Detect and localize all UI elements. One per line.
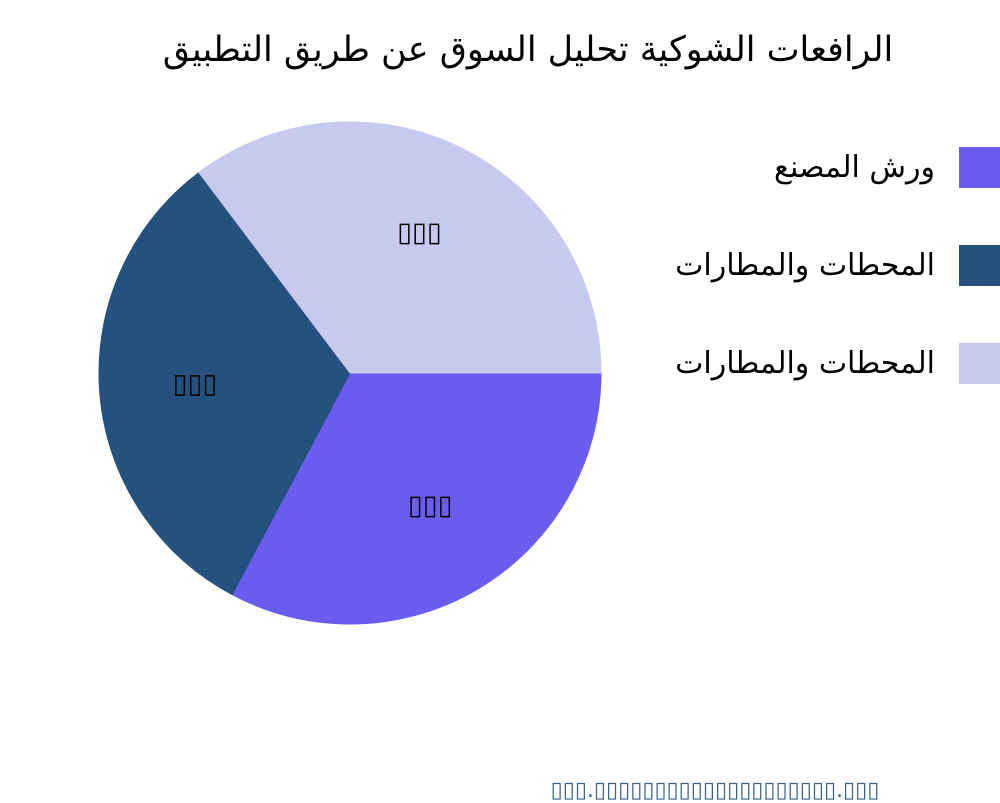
footer-watermark: ▯▯▯.▯▯▯▯▯▯▯▯▯▯▯▯▯▯▯▯▯▯▯▯.▯▯▯ xyxy=(550,778,880,803)
legend-item-label: ورش المصنع xyxy=(774,149,935,185)
legend: ورش المصنع المحطات والمطارات المحطات والمط… xyxy=(614,118,1000,412)
pie-slice[interactable] xyxy=(231,372,602,625)
pie-slice-label: ▯▯▯ xyxy=(397,217,442,248)
pie-slice[interactable] xyxy=(198,121,602,374)
legend-item-label: المحطات والمطارات xyxy=(675,345,935,381)
pie-label-group: ▯▯▯ ▯▯▯ ▯▯▯ xyxy=(173,217,453,521)
legend-color-swatch xyxy=(959,342,1000,384)
legend-color-swatch xyxy=(959,244,1000,286)
pie-slice-label: ▯▯▯ xyxy=(173,369,218,400)
legend-item[interactable]: المحطات والمطارات xyxy=(614,314,1000,412)
pie-svg: ▯▯▯ ▯▯▯ ▯▯▯ xyxy=(98,121,602,625)
pie-slice-label: ▯▯▯ xyxy=(408,490,453,521)
legend-color-swatch xyxy=(959,146,1000,188)
page-title: الرافعات الشوكية تحليل السوق عن طريق الت… xyxy=(162,30,894,70)
pie-slice-group xyxy=(98,121,602,625)
legend-item[interactable]: ورش المصنع xyxy=(614,118,1000,216)
legend-item-label: المحطات والمطارات xyxy=(675,247,935,283)
legend-item[interactable]: المحطات والمطارات xyxy=(614,216,1000,314)
pie-slice[interactable] xyxy=(98,171,351,596)
pie-plot-area: ▯▯▯ ▯▯▯ ▯▯▯ xyxy=(98,121,602,625)
